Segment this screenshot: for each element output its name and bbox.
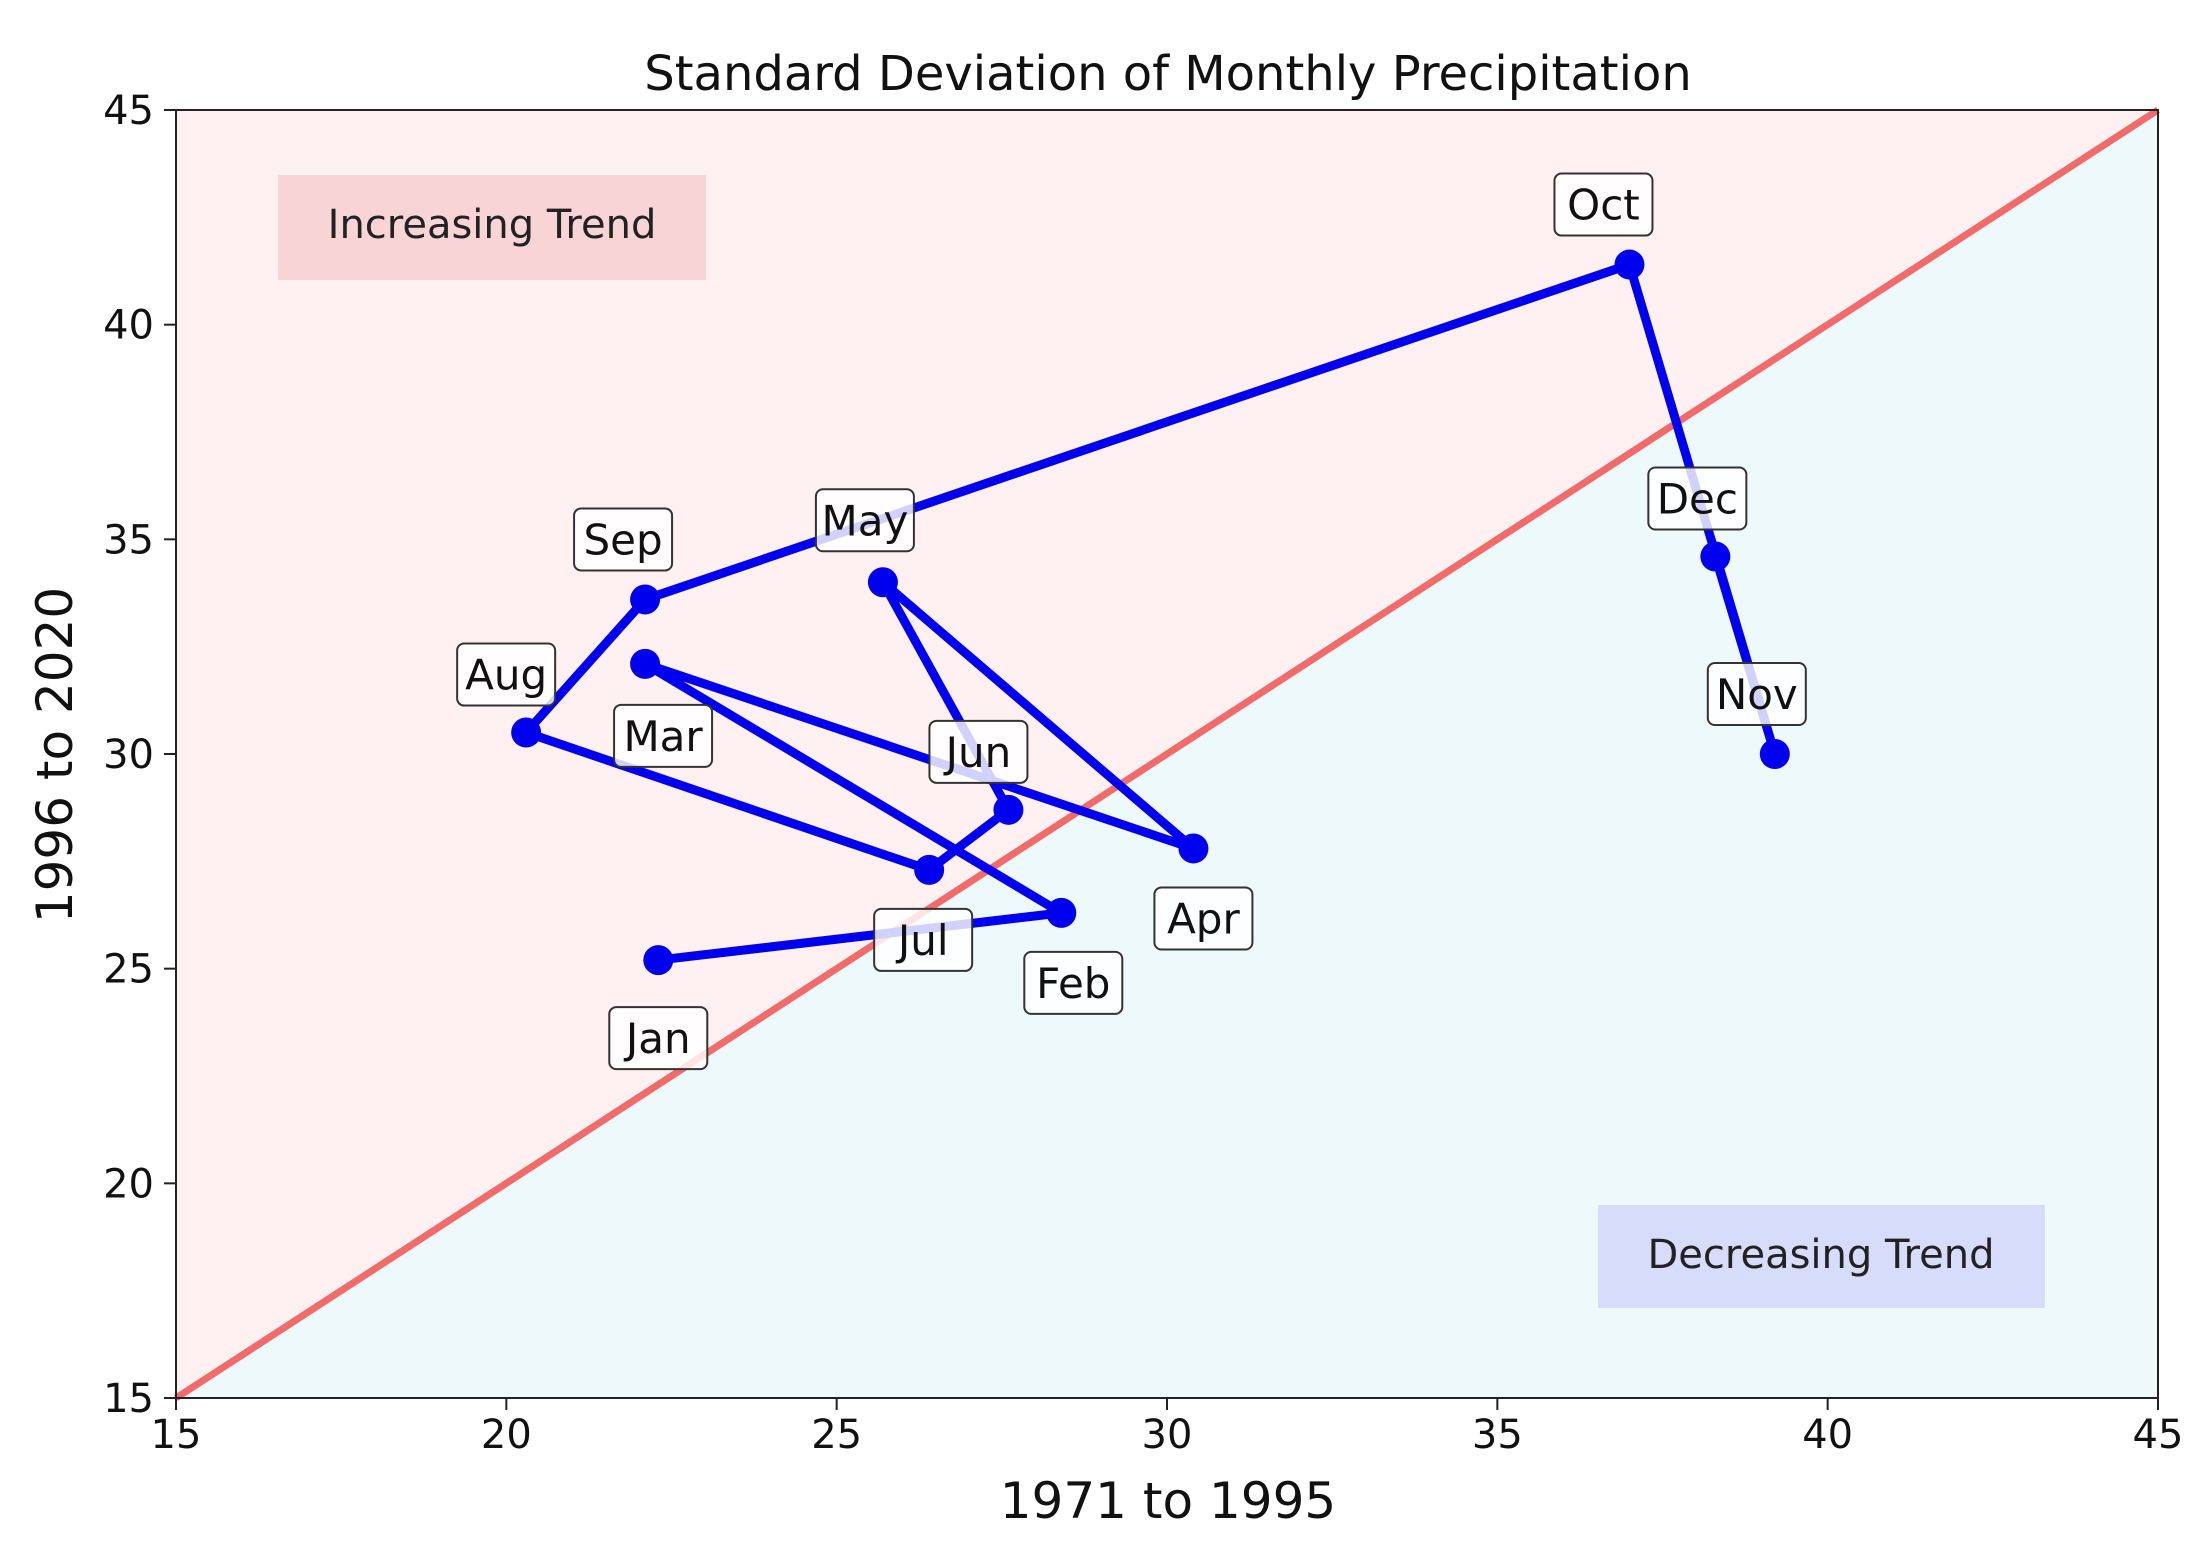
reference-line — [174, 107, 2160, 1401]
point-label-box-oct — [1553, 172, 1654, 237]
data-point-aug — [511, 717, 542, 748]
data-point-oct — [1614, 249, 1645, 280]
y-tick-label: 20 — [103, 1161, 154, 1207]
point-label-sep: Sep — [583, 515, 662, 564]
point-label-box-mar — [613, 703, 714, 768]
x-tick-label: 45 — [2133, 1412, 2184, 1458]
point-label-box-may — [814, 488, 915, 553]
plot-area: Increasing Trend Decreasing Trend 15 20 25 30… — [103, 88, 2183, 1458]
decreasing-trend-label: Decreasing Trend — [1648, 1232, 1995, 1278]
data-point-feb — [1046, 897, 1077, 928]
y-tick-label: 35 — [103, 517, 154, 563]
decreasing-trend-box — [1598, 1205, 2045, 1308]
point-label-nov: Nov — [1716, 670, 1798, 719]
y-axis-title: 1996 to 2020 — [26, 587, 84, 923]
point-label-jun: Jun — [943, 728, 1012, 777]
point-label-box-dec — [1647, 466, 1748, 531]
point-label-box-apr — [1153, 886, 1254, 951]
point-label-mar: Mar — [623, 712, 703, 761]
x-tick-label: 15 — [151, 1412, 202, 1458]
data-point-jan — [643, 945, 674, 976]
increasing-trend-label: Increasing Trend — [328, 202, 657, 248]
point-label-box-aug — [456, 642, 557, 707]
y-tick-label: 30 — [103, 732, 154, 778]
data-point-dec — [1700, 541, 1731, 572]
series-line — [521, 260, 1780, 965]
x-axis-title: 1971 to 1995 — [1000, 1472, 1336, 1530]
point-label-box-jan — [608, 1006, 709, 1071]
y-tick-label: 15 — [103, 1376, 154, 1422]
x-tick-label: 25 — [811, 1412, 862, 1458]
x-tick-label: 20 — [481, 1412, 532, 1458]
data-point-jun — [993, 794, 1024, 825]
y-tick-label: 40 — [103, 303, 154, 349]
increasing-trend-box — [278, 175, 706, 280]
x-tick-label: 30 — [1142, 1412, 1193, 1458]
y-tick-label: 45 — [103, 88, 154, 134]
data-point-nov — [1759, 739, 1790, 769]
point-label-aug: Aug — [465, 651, 547, 700]
data-point-may — [867, 567, 898, 598]
data-point-mar — [630, 648, 661, 679]
point-label-dec: Dec — [1657, 475, 1738, 524]
point-label-box-jul — [873, 907, 974, 972]
x-tick-label: 40 — [1802, 1412, 1853, 1458]
data-point-sep — [630, 584, 661, 615]
point-label-oct: Oct — [1567, 181, 1640, 230]
point-label-feb: Feb — [1036, 959, 1110, 1008]
data-point-jul — [914, 854, 945, 885]
point-label-box-sep — [573, 507, 674, 572]
point-label-may: May — [821, 496, 908, 545]
point-label-box-feb — [1023, 950, 1124, 1015]
point-label-jul: Jul — [895, 916, 949, 965]
y-tick-label: 25 — [103, 947, 154, 993]
chart-title: Standard Deviation of Monthly Precipitat… — [644, 46, 1691, 102]
point-label-apr: Apr — [1167, 894, 1240, 943]
point-label-box-jun — [928, 719, 1029, 784]
point-label-box-nov — [1706, 662, 1807, 726]
point-label-jan: Jan — [623, 1014, 691, 1063]
data-point-apr — [1178, 833, 1209, 864]
x-tick-label: 35 — [1472, 1412, 1523, 1458]
